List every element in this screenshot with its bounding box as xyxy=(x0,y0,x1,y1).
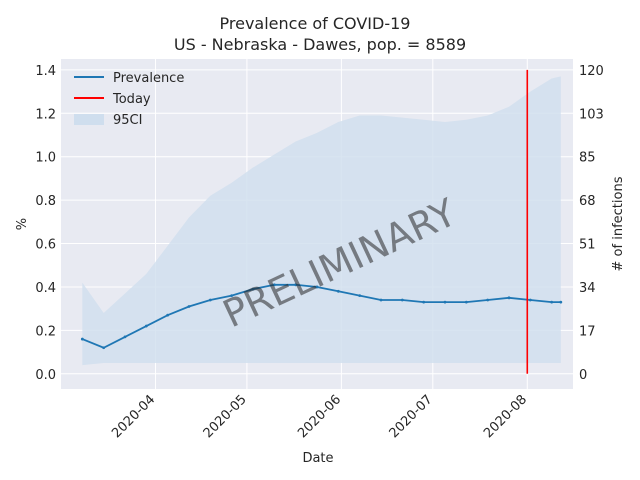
prevalence-point xyxy=(272,283,276,287)
chart-subtitle: US - Nebraska - Dawes, pop. = 8589 xyxy=(174,35,466,54)
prevalence-point xyxy=(400,298,404,302)
y2-axis-ticks: 0 17 34 51 68 85 103 120 xyxy=(579,64,604,383)
prevalence-point xyxy=(443,300,447,304)
prevalence-point xyxy=(80,337,84,341)
x-tick-label: 2020-07 xyxy=(387,392,436,441)
prevalence-point xyxy=(315,285,319,289)
y-tick-label: 1.4 xyxy=(35,64,56,79)
y2-tick-label: 85 xyxy=(579,151,596,166)
y2-tick-label: 51 xyxy=(579,238,596,253)
y-tick-label: 0.6 xyxy=(35,238,56,253)
legend-ci-label: 95CI xyxy=(113,113,142,128)
prevalence-point xyxy=(464,300,468,304)
y2-axis-label: # of infections xyxy=(611,176,626,271)
chart-title: Prevalence of COVID-19 xyxy=(220,14,411,33)
legend-ci-swatch xyxy=(74,114,104,125)
x-tick-label: 2020-06 xyxy=(295,392,344,441)
prevalence-point xyxy=(559,300,563,304)
y-tick-label: 0.0 xyxy=(35,368,56,383)
prevalence-line xyxy=(81,283,561,349)
prevalence-point xyxy=(251,287,255,291)
y2-tick-label: 34 xyxy=(579,281,596,296)
prevalence-point xyxy=(528,298,532,302)
prevalence-point xyxy=(507,296,511,300)
x-tick-label: 2020-04 xyxy=(109,392,158,441)
legend-today-label: Today xyxy=(112,92,151,107)
prevalence-point xyxy=(123,335,127,339)
prevalence-point xyxy=(379,298,383,302)
y-axis-label: % xyxy=(15,218,30,230)
prevalence-point xyxy=(208,298,212,302)
legend-prevalence-label: Prevalence xyxy=(113,71,184,86)
prevalence-point xyxy=(102,346,106,350)
x-axis-label: Date xyxy=(302,451,333,466)
y2-tick-label: 17 xyxy=(579,324,596,339)
prevalence-points xyxy=(80,283,563,350)
ci-band xyxy=(82,76,561,366)
y-tick-label: 1.0 xyxy=(35,151,56,166)
prevalence-point xyxy=(187,305,191,308)
y-tick-label: 0.8 xyxy=(35,194,56,209)
y-tick-label: 1.2 xyxy=(35,107,56,122)
x-tick-label: 2020-08 xyxy=(481,392,530,441)
prevalence-point xyxy=(230,294,234,298)
prevalence-point xyxy=(166,313,170,317)
x-tick-label: 2020-05 xyxy=(201,392,250,441)
prevalence-point xyxy=(144,324,148,328)
prevalence-point xyxy=(550,300,554,304)
prevalence-point xyxy=(294,283,298,287)
prevalence-point xyxy=(336,289,340,293)
legend: Prevalence Today 95CI xyxy=(74,71,184,128)
prevalence-point xyxy=(422,300,426,304)
y-tick-label: 0.4 xyxy=(35,281,56,296)
y-axis-ticks: 0.0 0.2 0.4 0.6 0.8 1.0 1.2 1.4 xyxy=(35,64,56,383)
prevalence-point xyxy=(486,298,490,302)
y2-tick-label: 68 xyxy=(579,194,596,209)
y-tick-label: 0.2 xyxy=(35,324,56,339)
y2-tick-label: 0 xyxy=(579,368,587,383)
x-axis-ticks: 2020-04 2020-05 2020-06 2020-07 2020-08 xyxy=(109,392,530,441)
prevalence-point xyxy=(358,294,362,298)
y2-tick-label: 120 xyxy=(579,64,604,79)
y2-tick-label: 103 xyxy=(579,107,604,122)
